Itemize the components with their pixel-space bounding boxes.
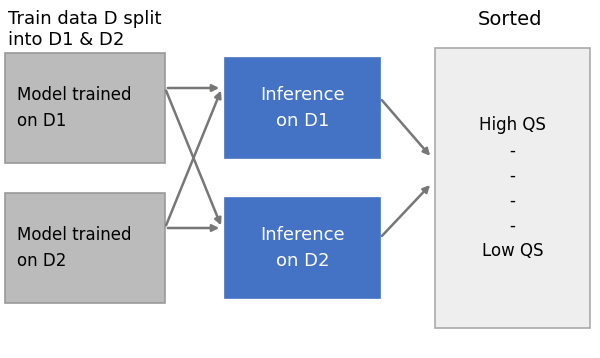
- Bar: [225, 58, 380, 158]
- Bar: [5, 193, 165, 303]
- Text: High QS
-
-
-
-
Low QS: High QS - - - - Low QS: [479, 116, 546, 260]
- Bar: [225, 198, 380, 298]
- Text: Inference
on D1: Inference on D1: [260, 87, 345, 130]
- Bar: [435, 48, 590, 328]
- Text: Model trained
on D1: Model trained on D1: [17, 87, 131, 130]
- Text: Model trained
on D2: Model trained on D2: [17, 227, 131, 270]
- Text: Sorted: Sorted: [478, 10, 542, 29]
- Text: Train data D split
into D1 & D2: Train data D split into D1 & D2: [8, 10, 161, 49]
- Text: Inference
on D2: Inference on D2: [260, 227, 345, 270]
- Bar: [5, 53, 165, 163]
